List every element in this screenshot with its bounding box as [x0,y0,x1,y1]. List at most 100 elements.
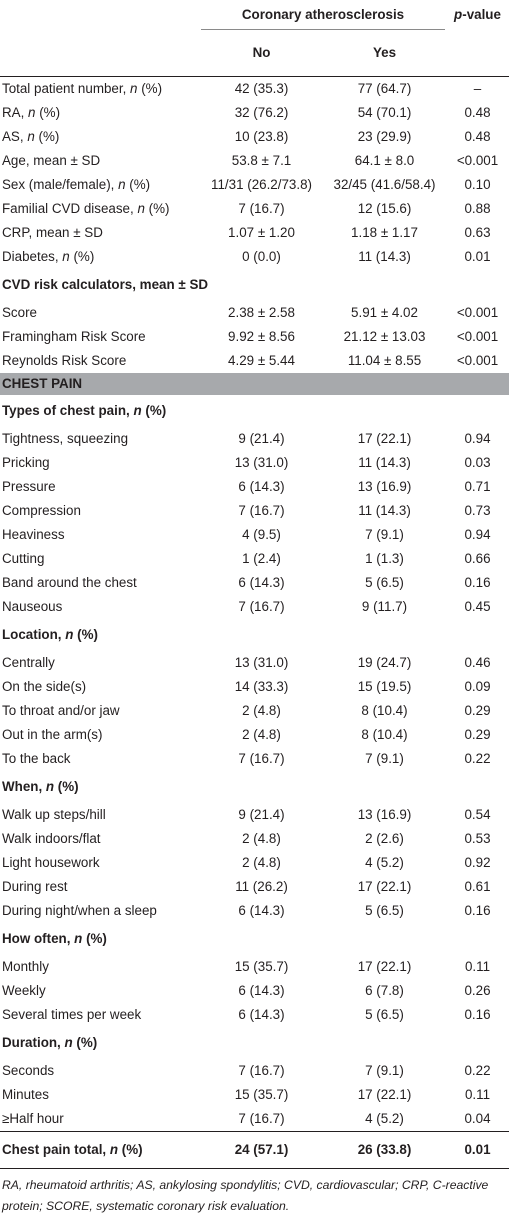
row-label: RA, n (%) [0,101,200,125]
value-no: 11/31 (26.2/73.8) [211,177,312,192]
value-no: 11 (26.2) [235,879,288,894]
section-title-n: n [64,1035,73,1050]
row-label: Nauseous [0,595,200,619]
row-label-suffix: (%) [125,177,151,192]
value-p: 0.16 [464,1007,491,1022]
value-p: 0.10 [464,177,491,192]
row-label-n: n [137,201,145,216]
header-group-cell: Coronary atherosclerosis [200,0,446,30]
value-no: 6 (14.3) [238,479,285,494]
value-p: 0.94 [464,527,491,542]
header-empty-3 [446,30,509,77]
value-p: 0.61 [464,879,491,894]
when-row: Walk indoors/flat 2 (4.8) 2 (2.6) 0.53 [0,827,509,851]
value-yes: 11 (14.3) [358,503,411,518]
value-yes: 7 (9.1) [365,751,404,766]
row-label: On the side(s) [0,675,200,699]
section-title: Location, [2,627,66,642]
value-p: 0.48 [464,129,491,144]
when-row: Walk up steps/hill 9 (21.4) 13 (16.9) 0.54 [0,803,509,827]
row-label-n: n [27,129,35,144]
location-row: Centrally 13 (31.0) 19 (24.7) 0.46 [0,651,509,675]
header-empty-2 [0,30,200,77]
when-row: During night/when a sleep 6 (14.3) 5 (6.5)… [0,899,509,923]
value-yes: 64.1 ± 8.0 [354,153,415,168]
value-yes: 7 (9.1) [365,1063,404,1078]
section-title-suffix: (%) [54,779,79,794]
often-row: Monthly 15 (35.7) 17 (22.1) 0.11 [0,955,509,979]
header-row-columns: No Yes [0,30,509,77]
row-label: During night/when a sleep [0,899,200,923]
row-label-text: Light housework [2,855,100,870]
value-yes: 21.12 ± 13.03 [343,329,426,344]
row-label-text: Monthly [2,959,49,974]
row-label: Framingham Risk Score [0,325,200,349]
row-label-n: n [109,1142,119,1157]
value-yes: 5 (6.5) [365,903,404,918]
value-p: 0.16 [464,575,491,590]
section-title: Types of chest pain, [2,403,134,418]
value-yes: 23 (29.9) [357,129,412,144]
when-section-title-cell: When, n (%) [0,771,509,803]
value-p: 0.16 [464,903,491,918]
row-label: Age, mean ± SD [0,149,200,173]
value-no: 4 (9.5) [242,527,281,542]
value-p: 0.92 [464,855,491,870]
row-label-text: RA, [2,105,29,120]
often-row: Several times per week 6 (14.3) 5 (6.5) 0.1… [0,1003,509,1027]
value-no: 7 (16.7) [238,503,285,518]
types-row: Compression 7 (16.7) 11 (14.3) 0.73 [0,499,509,523]
value-p: 0.54 [464,807,491,822]
when-section-title: When, n (%) [0,771,509,803]
section-title: When, [2,779,46,794]
row-label: ≥Half hour [0,1107,200,1132]
value-p: 0.48 [464,105,491,120]
types-row: Pricking 13 (31.0) 11 (14.3) 0.03 [0,451,509,475]
row-label-n: n [130,81,138,96]
row-label-suffix: (%) [137,81,163,96]
value-p: 0.46 [464,655,491,670]
value-no: 42 (35.3) [200,76,323,101]
row-label-text: Familial CVD disease, [2,201,138,216]
row-label-text: Several times per week [2,1007,142,1022]
row-label: To throat and/or jaw [0,699,200,723]
value-no: 2.38 ± 2.58 [228,305,295,320]
when-row: During rest 11 (26.2) 17 (22.1) 0.61 [0,875,509,899]
general-row: Age, mean ± SD 53.8 ± 7.1 64.1 ± 8.0 <0.001 [0,149,509,173]
value-no: 7 (16.7) [238,599,285,614]
location-section-title: Location, n (%) [0,619,509,651]
header-pvalue: p-value [446,0,509,30]
chest-pain-bar-label: CHEST PAIN [0,373,509,395]
row-label-text: Compression [2,503,81,518]
table-footnote: RA, rheumatoid arthritis; AS, ankylosing… [2,1178,489,1213]
row-label-text: Framingham Risk Score [2,329,146,344]
types-row: Pressure 6 (14.3) 13 (16.9) 0.71 [0,475,509,499]
row-label-n: n [28,105,36,120]
value-no: 9 (21.4) [238,431,285,446]
row-label-text: Diabetes, [2,249,63,264]
value-yes: 8 (10.4) [361,727,408,742]
value-p: 0.29 [464,703,491,718]
value-no: 7 (16.7) [238,751,285,766]
value-yes: 17 (22.1) [357,879,412,894]
value-yes: 17 (22.1) [357,1087,412,1102]
section-title-n: n [45,779,55,794]
value-yes: 15 (19.5) [357,679,412,694]
value-yes: 7 (9.1) [365,527,404,542]
row-label-text: During night/when a sleep [2,903,157,918]
value-p: 0.22 [464,1063,491,1078]
value-yes: 12 (15.6) [357,201,412,216]
row-label-text: Reynolds Risk Score [2,353,127,368]
row-label-text: Tightness, squeezing [2,431,129,446]
cvd-row: Reynolds Risk Score 4.29 ± 5.44 11.04 ± 8.… [0,349,509,373]
row-label: Diabetes, n (%) [0,245,200,269]
chest-pain-bar: CHEST PAIN [0,373,509,395]
row-label: Tightness, squeezing [0,427,200,451]
row-label-text: Heaviness [2,527,65,542]
location-row: To the back 7 (16.7) 7 (9.1) 0.22 [0,747,509,771]
row-label-text: During rest [2,879,68,894]
row-label-text: To the back [2,751,71,766]
row-label-suffix: (%) [118,1142,143,1157]
general-row: Familial CVD disease, n (%) 7 (16.7) 12 (1… [0,197,509,221]
row-label: CRP, mean ± SD [0,221,200,245]
